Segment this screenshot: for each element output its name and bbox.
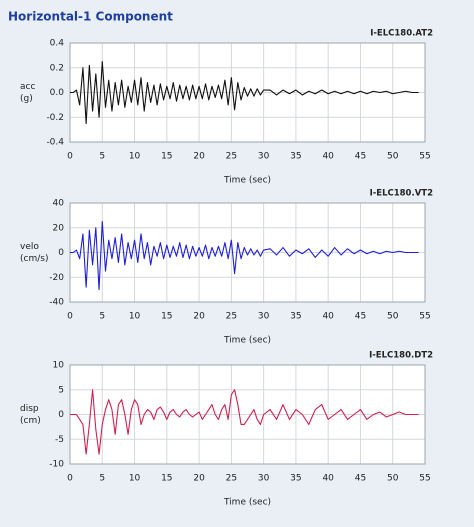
x-tick-label: 35 [290,152,301,162]
x-tick-label: 0 [67,312,73,322]
x-axis-label: Time (sec) [223,176,271,186]
y-tick-label: 0.4 [50,39,65,49]
x-tick-label: 20 [193,312,205,322]
chart-title: I-ELC180.AT2 [370,29,433,39]
x-tick-label: 30 [258,474,270,484]
x-tick-label: 40 [322,312,334,322]
x-tick-label: 45 [355,312,366,322]
y-tick-label: -5 [55,435,64,445]
x-tick-label: 50 [387,474,399,484]
x-tick-label: 40 [322,474,334,484]
x-axis-label: Time (sec) [223,336,271,346]
y-tick-label: -40 [49,298,64,308]
x-tick-label: 15 [161,312,172,322]
x-tick-label: 55 [419,152,430,162]
x-tick-label: 25 [226,474,237,484]
x-tick-label: 10 [129,152,141,162]
x-tick-label: 55 [419,474,430,484]
y-tick-label: 0 [58,248,64,258]
x-tick-label: 15 [161,152,172,162]
x-tick-label: 20 [193,152,205,162]
x-tick-label: 35 [290,474,301,484]
y-axis-label: velo [20,242,39,252]
x-tick-label: 55 [419,312,430,322]
y-tick-label: 10 [53,361,65,371]
x-tick-label: 35 [290,312,301,322]
x-tick-label: 15 [161,474,172,484]
data-line [70,221,419,291]
x-tick-label: 30 [258,312,270,322]
y-tick-label: -0.4 [46,138,64,148]
x-tick-label: 50 [387,152,399,162]
x-tick-label: 10 [129,474,141,484]
x-tick-label: 30 [258,152,270,162]
y-tick-label: 20 [53,223,65,233]
x-tick-label: 45 [355,474,366,484]
x-tick-label: 45 [355,152,366,162]
x-tick-label: 25 [226,312,237,322]
y-tick-label: 40 [53,199,65,209]
x-tick-label: 25 [226,152,237,162]
y-axis-label: (cm/s) [20,254,48,264]
x-tick-label: 10 [129,312,141,322]
x-tick-label: 5 [99,152,105,162]
chart-title: I-ELC180.DT2 [369,351,433,361]
y-axis-label: disp [20,404,39,414]
y-axis-label: (cm) [20,416,41,426]
x-tick-label: 0 [67,474,73,484]
y-tick-label: 0 [58,410,64,420]
x-tick-label: 5 [99,312,105,322]
x-tick-label: 20 [193,474,205,484]
chart-title: I-ELC180.VT2 [370,189,433,199]
x-tick-label: 40 [322,152,334,162]
y-tick-label: -0.2 [46,113,64,123]
y-tick-label: 5 [58,385,64,395]
data-line [70,61,419,124]
x-axis-label: Time (sec) [223,498,271,508]
x-tick-label: 0 [67,152,73,162]
y-axis-label: (g) [20,94,33,104]
y-tick-label: 0.2 [50,63,64,73]
x-tick-label: 5 [99,474,105,484]
page-title: Horizontal-1 Component [8,10,173,24]
y-tick-label: -20 [49,273,64,283]
x-tick-label: 50 [387,312,399,322]
y-tick-label: -10 [49,460,64,470]
data-line [70,389,419,455]
y-tick-label: 0.0 [50,88,65,98]
y-axis-label: acc [20,82,35,92]
